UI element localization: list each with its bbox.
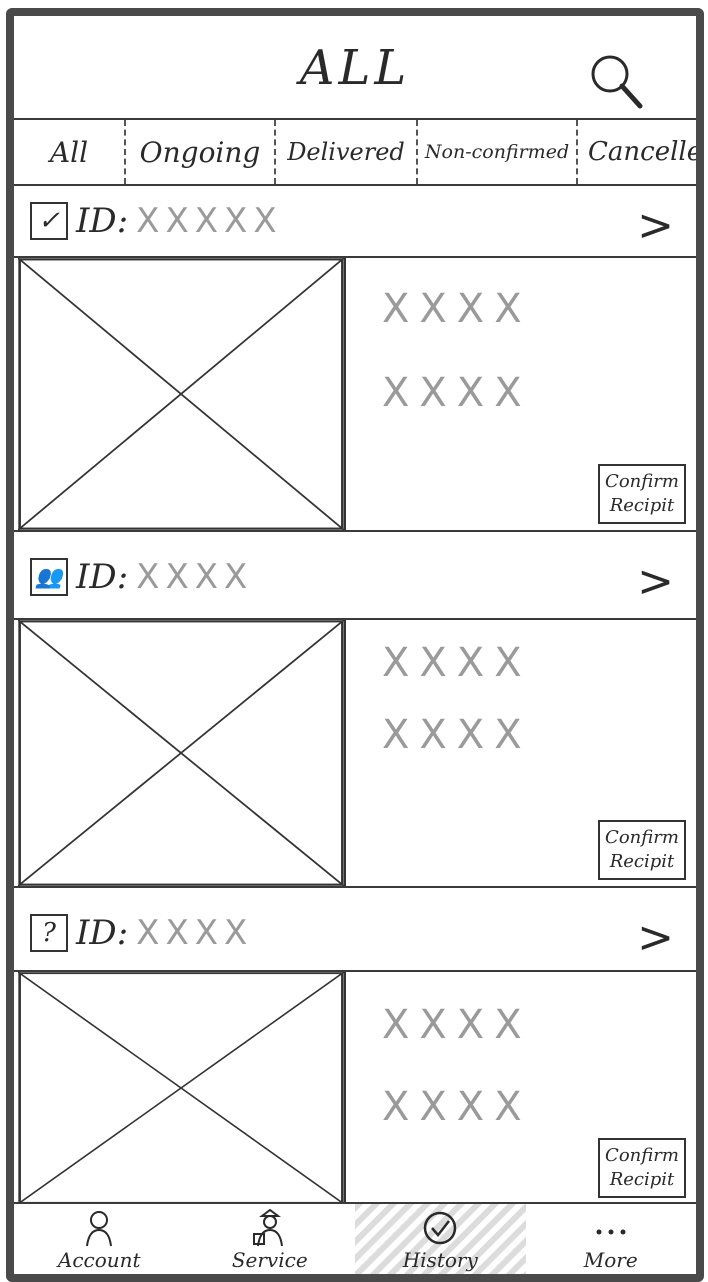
header: ALL	[14, 16, 696, 118]
person-icon	[86, 1211, 113, 1247]
divider	[14, 184, 696, 186]
person-icon: 👥	[30, 558, 68, 596]
tab-bar: All Ongoing Delivered Non-confirmed Canc…	[14, 120, 696, 184]
nav-label: History	[402, 1248, 478, 1272]
order-id-label: ID:	[76, 557, 129, 597]
order-info: XXXX XXXX Confirm Recipit	[350, 620, 696, 886]
confirm-receipt-button[interactable]: Confirm Recipit	[598, 464, 686, 524]
order-id-value: XXXX	[136, 913, 254, 953]
order-detail: XXXX XXXX Confirm Recipit	[14, 972, 696, 1204]
order-header-row[interactable]: ? ID: XXXX >	[14, 898, 696, 968]
service-person-icon	[252, 1208, 283, 1247]
divider	[14, 970, 696, 972]
tab-cancelled[interactable]: Cancelled	[588, 137, 703, 167]
nav-account[interactable]: Account	[14, 1204, 185, 1274]
nav-more[interactable]: More	[526, 1204, 697, 1274]
info-line: XXXX	[382, 286, 532, 332]
search-icon[interactable]	[586, 50, 646, 110]
info-line: XXXX	[382, 1002, 532, 1048]
order-detail: XXXX XXXX Confirm Recipit	[14, 620, 696, 886]
confirm-receipt-label: Confirm	[605, 471, 679, 492]
confirm-receipt-label: Recipit	[609, 851, 675, 872]
order-header-row[interactable]: ✓ ID: XXXXX >	[14, 186, 696, 256]
order-info: XXXX XXXX Confirm Recipit	[350, 972, 696, 1204]
checkbox-checked-icon: ✓	[30, 202, 68, 240]
order-detail: XXXX XXXX Confirm Recipit	[14, 258, 696, 530]
order-card: 👥 ID: XXXX > XXXX XXXX Confirm Recipit	[14, 534, 696, 888]
info-line: XXXX	[382, 640, 532, 686]
product-image-placeholder	[18, 258, 346, 530]
divider	[14, 618, 696, 620]
nav-history[interactable]: History	[355, 1204, 526, 1274]
bottom-nav: Account Service History More	[14, 1204, 696, 1274]
tab-non-confirmed[interactable]: Non-confirmed	[418, 120, 578, 184]
nav-service[interactable]: Service	[185, 1204, 356, 1274]
confirm-receipt-label: Recipit	[609, 1169, 675, 1190]
tab-delivered[interactable]: Delivered	[276, 120, 418, 184]
nav-label: Service	[231, 1248, 308, 1272]
order-id-label: ID:	[76, 913, 129, 953]
confirm-receipt-label: Confirm	[605, 1145, 679, 1166]
info-line: XXXX	[382, 712, 532, 758]
nav-label: More	[583, 1248, 638, 1272]
nav-label: Account	[57, 1248, 141, 1272]
page-title: ALL	[299, 40, 411, 96]
image-placeholder-icon	[18, 620, 344, 886]
divider	[14, 1202, 696, 1204]
chevron-right-icon[interactable]: >	[637, 912, 674, 963]
divider	[14, 256, 696, 258]
phone-frame: ALL All Ongoing Delivered Non-confirmed …	[6, 8, 704, 1282]
divider	[14, 118, 696, 120]
image-placeholder-icon	[18, 972, 344, 1204]
order-header-row[interactable]: 👥 ID: XXXX >	[14, 542, 696, 612]
order-id-label: ID:	[76, 201, 129, 241]
tab-ongoing[interactable]: Ongoing	[126, 120, 276, 184]
chevron-right-icon[interactable]: >	[637, 556, 674, 607]
info-line: XXXX	[382, 1084, 532, 1130]
order-info: XXXX XXXX Confirm Recipit	[350, 258, 696, 530]
tab-all[interactable]: All	[14, 120, 126, 184]
divider	[14, 530, 696, 532]
chevron-right-icon[interactable]: >	[637, 200, 674, 251]
divider	[14, 886, 696, 888]
confirm-receipt-button[interactable]: Confirm Recipit	[598, 820, 686, 880]
confirm-receipt-button[interactable]: Confirm Recipit	[598, 1138, 686, 1198]
product-image-placeholder	[18, 620, 346, 886]
order-card: ? ID: XXXX > XXXX XXXX Confirm Recipit	[14, 888, 696, 1204]
confirm-receipt-label: Recipit	[609, 495, 675, 516]
history-check-icon	[424, 1211, 457, 1245]
info-line: XXXX	[382, 370, 532, 416]
product-image-placeholder	[18, 972, 346, 1204]
order-id-value: XXXXX	[136, 201, 283, 241]
image-placeholder-icon	[18, 258, 344, 530]
order-id-value: XXXX	[136, 557, 254, 597]
order-card: ✓ ID: XXXXX > XXXX XXXX Confirm Recipit	[14, 186, 696, 532]
confirm-receipt-label: Confirm	[605, 827, 679, 848]
more-dots-icon	[596, 1229, 626, 1235]
question-icon: ?	[30, 914, 68, 952]
